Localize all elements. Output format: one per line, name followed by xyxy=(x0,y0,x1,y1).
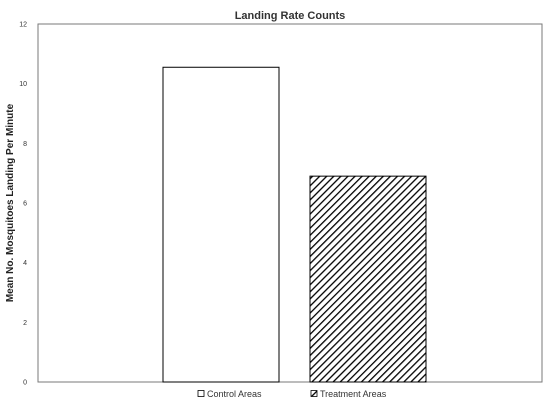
legend-swatch xyxy=(310,390,318,397)
y-tick-label: 4 xyxy=(23,260,27,267)
legend: Control Areas Treatment Areas xyxy=(197,389,387,399)
bar-treatment-areas xyxy=(309,175,427,383)
bar-control-areas xyxy=(162,66,280,383)
y-axis-label: Mean No. Mosquitoes Landing Per Minute xyxy=(5,103,16,302)
plot-area-frame xyxy=(37,23,543,383)
y-tick-label: 2 xyxy=(23,320,27,327)
y-tick-label: 6 xyxy=(23,201,27,208)
y-tick-label: 8 xyxy=(23,141,27,148)
y-tick-label: 0 xyxy=(23,380,27,387)
bars xyxy=(162,66,427,383)
chart-title: Landing Rate Counts xyxy=(235,10,346,22)
legend-label: Control Areas xyxy=(207,389,262,399)
y-tick-label: 12 xyxy=(19,22,27,29)
legend-label: Treatment Areas xyxy=(320,389,387,399)
legend-swatch xyxy=(197,390,205,397)
y-axis-ticks: 0 2 4 6 8 10 12 xyxy=(19,22,27,387)
y-tick-label: 10 xyxy=(19,81,27,88)
